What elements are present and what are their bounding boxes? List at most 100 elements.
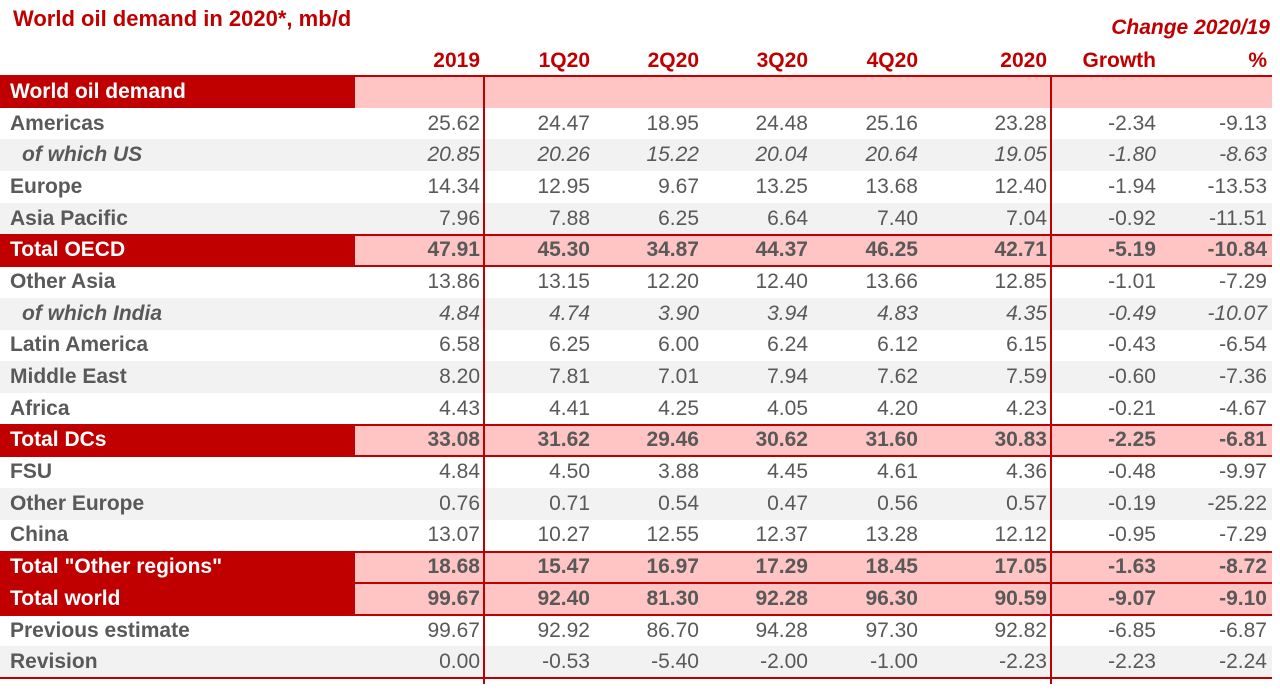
- table-cell: 31.62: [537, 428, 590, 452]
- table-cell: 92.28: [755, 586, 808, 610]
- table-cell: 12.95: [537, 174, 590, 198]
- table-cell: 81.30: [646, 586, 699, 610]
- table-cell: -1.01: [1108, 269, 1156, 293]
- table-cell: 34.87: [646, 238, 699, 262]
- table-cell: 44.37: [755, 238, 808, 262]
- table-cell: 18.68: [427, 555, 480, 579]
- table-cell: 12.12: [994, 523, 1047, 547]
- row-label: Europe: [10, 174, 83, 198]
- table-cell: 13.15: [537, 269, 590, 293]
- table-cell: 15.47: [537, 555, 590, 579]
- row-label: China: [10, 523, 69, 547]
- table-cell: 23.28: [994, 111, 1047, 135]
- table-cell: 6.25: [658, 206, 699, 230]
- table-cell: -0.48: [1108, 460, 1156, 484]
- table-row: of which US 20.85 20.26 15.22 20.04 20.64 19.0…: [0, 139, 1272, 172]
- table-cell: -10.84: [1207, 238, 1267, 262]
- table-cell: -9.97: [1219, 460, 1267, 484]
- table-row: China 13.07 10.27 12.55 12.37 13.28 12.12 -0.95…: [0, 519, 1272, 552]
- table-cell: 0.71: [549, 491, 590, 515]
- table-cell: 24.47: [537, 111, 590, 135]
- row-label: Asia Pacific: [10, 206, 128, 230]
- table-row: Previous estimate 99.67 92.92 86.70 94.28 97.…: [0, 614, 1272, 647]
- rule-line: [0, 677, 1272, 679]
- table-cell: 7.62: [877, 365, 918, 389]
- table-cell: 12.20: [646, 269, 699, 293]
- table-cell: 4.61: [877, 460, 918, 484]
- table-cell: 45.30: [537, 238, 590, 262]
- row-label: Previous estimate: [10, 618, 190, 642]
- table-cell: -0.53: [542, 650, 590, 674]
- row-label: Other Asia: [10, 269, 116, 293]
- row-label: of which US: [22, 143, 143, 167]
- table-cell: 46.25: [865, 238, 918, 262]
- table-cell: -7.29: [1219, 269, 1267, 293]
- table-cell: 3.94: [767, 301, 808, 325]
- table-cell: 13.25: [755, 174, 808, 198]
- table-cell: 6.64: [767, 206, 808, 230]
- table-cell: 9.67: [658, 174, 699, 198]
- row-label: of which India: [22, 301, 162, 325]
- table-title: World oil demand in 2020*, mb/d: [13, 6, 352, 31]
- table-cell: 97.30: [865, 618, 918, 642]
- table-cell: 94.28: [755, 618, 808, 642]
- column-header: Growth: [1082, 49, 1157, 72]
- rule-line: [0, 582, 1272, 584]
- table-cell: -0.43: [1108, 333, 1156, 357]
- row-label: FSU: [10, 460, 52, 484]
- rule-line: [0, 424, 1272, 426]
- table-cell: -5.40: [651, 650, 699, 674]
- table-row: Other Asia 13.86 13.15 12.20 12.40 13.66 12.85…: [0, 266, 1272, 298]
- table-cell: 4.84: [439, 301, 480, 325]
- table-cell: 7.94: [767, 365, 808, 389]
- row-label: Total "Other regions": [0, 551, 355, 583]
- table-cell: 33.08: [427, 428, 480, 452]
- table-cell: 99.67: [427, 618, 480, 642]
- table-cell: -6.85: [1108, 618, 1156, 642]
- table-cell: 4.74: [549, 301, 590, 325]
- table-cell: -4.67: [1219, 396, 1267, 420]
- table-cell: 6.12: [877, 333, 918, 357]
- column-header: 2020: [1000, 49, 1047, 72]
- table-cell: -7.36: [1219, 365, 1267, 389]
- table-cell: 92.40: [537, 586, 590, 610]
- row-label: Africa: [10, 396, 70, 420]
- table-cell: 25.62: [427, 111, 480, 135]
- table-cell: 29.46: [646, 428, 699, 452]
- table-cell: -9.07: [1108, 586, 1156, 610]
- table-cell: 17.05: [994, 555, 1047, 579]
- table-cell: 12.37: [755, 523, 808, 547]
- table-cell: 4.20: [877, 396, 918, 420]
- row-label: Total world: [0, 583, 355, 615]
- table-cell: 13.07: [427, 523, 480, 547]
- section-label: World oil demand: [0, 76, 355, 108]
- table-cell: -6.54: [1219, 333, 1267, 357]
- table-cell: 6.24: [767, 333, 808, 357]
- table-cell: -0.49: [1108, 301, 1156, 325]
- table-cell: 7.59: [1006, 365, 1047, 389]
- table-cell: -10.07: [1207, 301, 1267, 325]
- table-cell: -2.00: [760, 650, 808, 674]
- table-cell: 4.35: [1006, 301, 1047, 325]
- table-cell: 4.84: [439, 460, 480, 484]
- table-cell: -0.92: [1108, 206, 1156, 230]
- table-cell: -6.81: [1219, 428, 1267, 452]
- row-label: Other Europe: [10, 491, 145, 515]
- column-header: 3Q20: [756, 49, 808, 72]
- table-cell: -2.23: [999, 650, 1047, 674]
- table-cell: 47.91: [427, 238, 480, 262]
- rule-line: [0, 551, 1272, 553]
- table-cell: -8.72: [1219, 555, 1267, 579]
- table-cell: -0.95: [1108, 523, 1156, 547]
- table-cell: 19.05: [994, 143, 1047, 167]
- column-header: 4Q20: [866, 49, 918, 72]
- table-row: Total DCs 33.08 31.62 29.46 30.62 31.60 30.83 -…: [0, 424, 1272, 457]
- table-cell: 13.86: [427, 269, 480, 293]
- table-cell: -1.63: [1108, 555, 1156, 579]
- table-cell: -13.53: [1207, 174, 1267, 198]
- table-cell: 18.45: [865, 555, 918, 579]
- table-cell: -2.23: [1108, 650, 1156, 674]
- table-cell: -2.24: [1219, 650, 1267, 674]
- table-row: of which India 4.84 4.74 3.90 3.94 4.83 4.35 -0…: [0, 297, 1272, 330]
- table-cell: 92.92: [537, 618, 590, 642]
